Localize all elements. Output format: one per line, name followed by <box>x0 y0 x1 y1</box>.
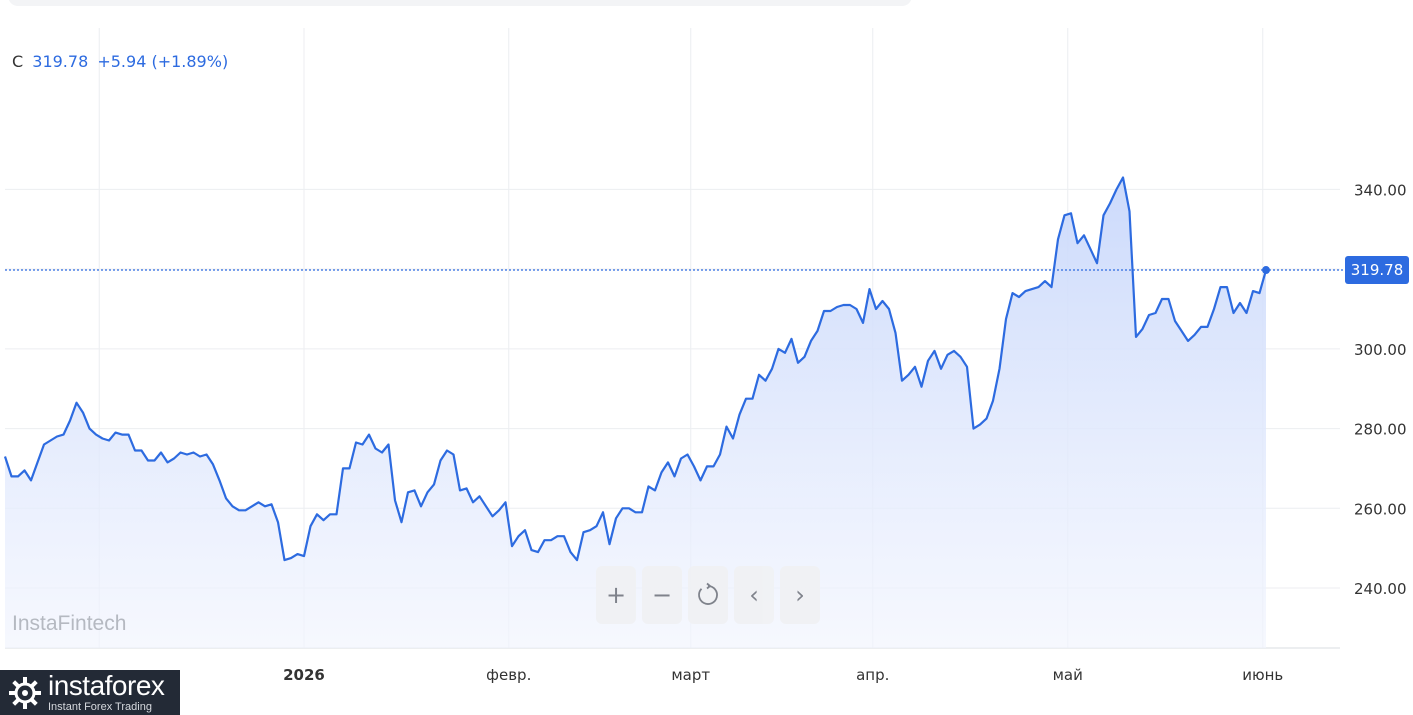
chevron-right-icon: › <box>795 581 805 609</box>
price-legend: C 319.78 +5.94 (+1.89%) <box>12 52 232 71</box>
price-line-series <box>3 176 1268 562</box>
last-price-badge-label: 319.78 <box>1351 261 1404 279</box>
x-tick-label: май <box>1053 666 1083 684</box>
brand-tagline: Instant Forex Trading <box>48 701 152 713</box>
x-tick-label: апр. <box>856 666 889 684</box>
brand-name: instaforex <box>48 670 165 701</box>
chevron-left-icon: ‹ <box>749 581 759 609</box>
y-axis: 240.00 260.00 280.00 300.00 340.00 <box>1354 181 1407 598</box>
close-value: 319.78 <box>32 52 89 71</box>
price-line <box>3 176 1268 562</box>
plus-icon: + <box>605 581 627 609</box>
scroll-left-button[interactable]: ‹ <box>734 566 774 624</box>
reset-icon <box>698 582 718 605</box>
close-label: C <box>12 52 24 71</box>
instafintech-watermark: InstaFintech <box>12 612 127 635</box>
y-tick-label: 300.00 <box>1354 341 1407 359</box>
x-tick-label: март <box>671 666 710 684</box>
y-tick-label: 260.00 <box>1354 500 1407 518</box>
price-change: +5.94 (+1.89%) <box>97 52 229 71</box>
x-tick-label: 2026 <box>283 666 325 684</box>
y-tick-label: 340.00 <box>1354 181 1407 199</box>
scroll-right-button[interactable]: › <box>780 566 820 624</box>
minus-icon: − <box>651 581 673 609</box>
y-tick-label: 240.00 <box>1354 580 1407 598</box>
last-price-badge <box>1345 256 1409 285</box>
price-area-fill <box>5 177 1266 648</box>
chart-navigation-controls: + − ‹ › <box>596 566 820 624</box>
x-tick-label: июнь <box>1242 666 1283 684</box>
reset-button[interactable] <box>688 566 728 624</box>
instaforex-brand-badge[interactable]: instaforex Instant Forex Trading <box>0 670 180 715</box>
instaforex-logo-icon <box>9 676 41 709</box>
zoom-in-button[interactable]: + <box>596 566 636 624</box>
last-price-marker: 319.78 <box>5 256 1409 285</box>
zoom-out-button[interactable]: − <box>642 566 682 624</box>
y-tick-label: 280.00 <box>1354 421 1407 439</box>
x-tick-label: февр. <box>486 666 531 684</box>
price-area <box>5 177 1266 648</box>
top-toolbar-strip <box>8 0 912 6</box>
last-price-dot <box>1262 266 1270 275</box>
